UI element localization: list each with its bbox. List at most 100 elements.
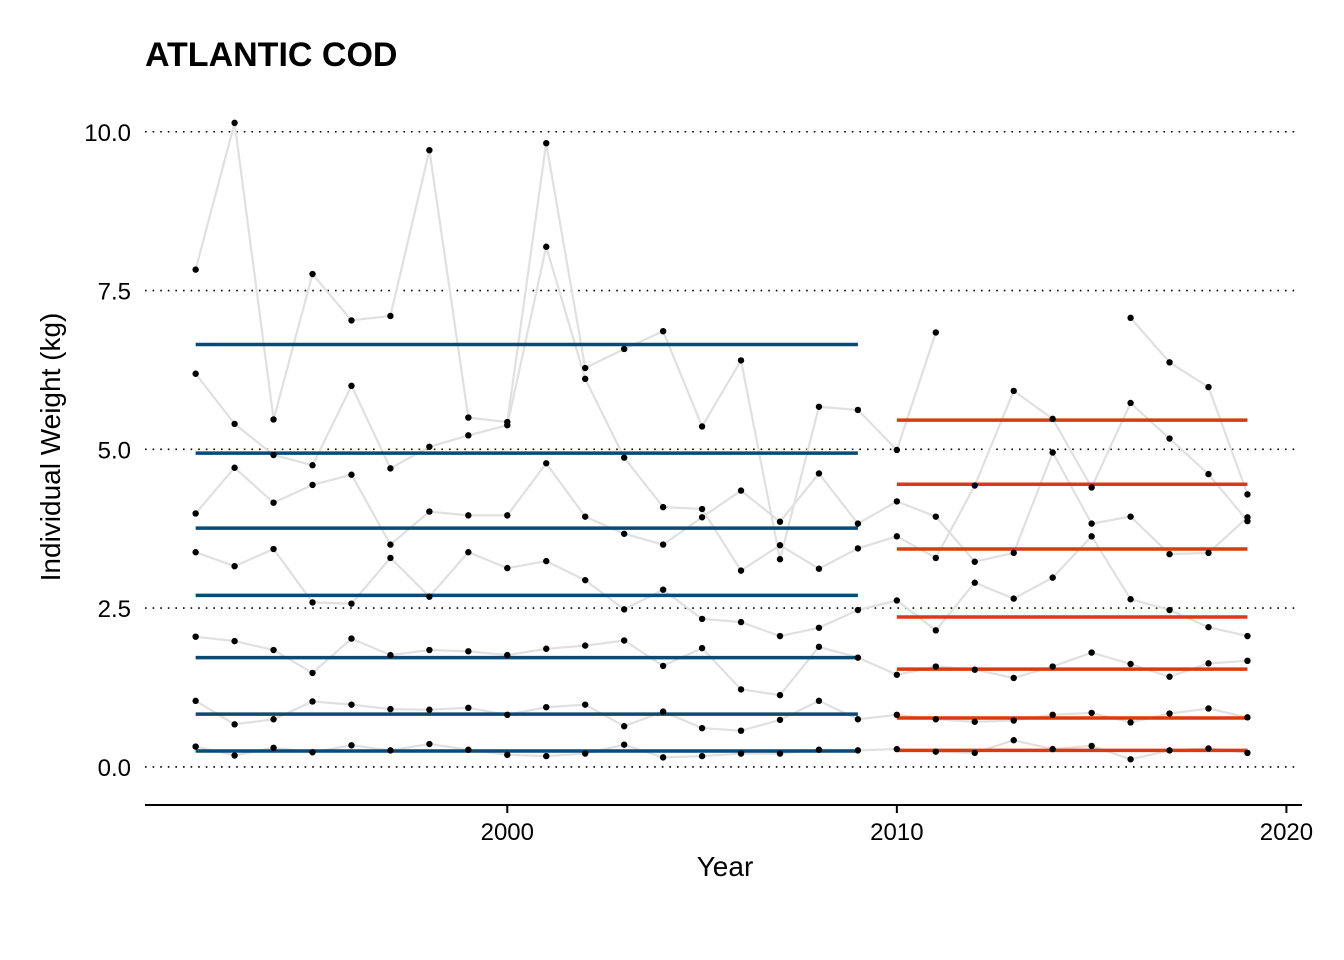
data-point — [815, 403, 823, 410]
data-point — [309, 749, 316, 756]
data-point — [1127, 513, 1134, 520]
data-point — [971, 666, 978, 673]
data-point — [231, 420, 238, 428]
x-tick-label: 2020 — [1260, 819, 1313, 846]
data-point — [426, 740, 433, 748]
data-point — [815, 565, 823, 572]
data-point — [192, 633, 199, 640]
data-point — [698, 644, 706, 652]
series-line — [194, 122, 1249, 560]
data-point — [815, 697, 823, 705]
data-point — [893, 498, 901, 505]
data-point — [309, 481, 316, 489]
data-point — [1244, 632, 1251, 640]
data-point — [893, 711, 901, 719]
data-point — [582, 701, 589, 708]
data-point — [270, 545, 277, 553]
data-point — [309, 599, 316, 606]
y-tick-label: 2.5 — [98, 596, 131, 623]
data-point — [348, 600, 355, 607]
data-point — [582, 513, 589, 520]
y-tick-label: 7.5 — [98, 279, 131, 306]
data-point — [192, 266, 199, 273]
data-point — [465, 549, 472, 556]
data-point — [1049, 745, 1056, 753]
data-point — [737, 686, 745, 693]
data-point — [387, 554, 394, 562]
data-point — [932, 329, 940, 336]
data-point — [504, 512, 511, 519]
data-point — [737, 357, 745, 364]
data-point — [971, 482, 978, 489]
data-point — [1166, 359, 1173, 366]
data-point — [387, 541, 394, 548]
data-point — [971, 718, 978, 725]
data-point — [737, 750, 745, 757]
data-point — [854, 520, 862, 527]
data-point — [231, 464, 238, 471]
data-point — [387, 651, 394, 659]
data-point — [1127, 399, 1134, 407]
data-point — [854, 406, 862, 414]
data-point — [426, 508, 433, 515]
data-point — [893, 533, 901, 540]
data-point — [1166, 435, 1173, 442]
series-line — [195, 534, 1248, 638]
data-point — [192, 549, 199, 556]
data-point — [815, 643, 823, 651]
y-tick-label: 10.0 — [84, 120, 131, 147]
data-point — [737, 487, 745, 494]
data-point — [270, 744, 277, 752]
data-point — [932, 716, 940, 723]
data-point — [776, 518, 784, 525]
x-axis — [145, 804, 1302, 813]
data-point — [348, 471, 355, 478]
series-line — [194, 449, 1249, 563]
data-point — [465, 432, 472, 439]
data-point — [1127, 660, 1134, 668]
data-point — [1166, 747, 1173, 754]
data-point — [620, 723, 628, 730]
data-point — [1049, 711, 1056, 719]
data-point — [1088, 742, 1095, 750]
data-point — [582, 750, 589, 757]
data-point — [1010, 717, 1017, 724]
data-point — [932, 663, 940, 670]
chart-title: ATLANTIC COD — [145, 36, 397, 74]
data-point — [543, 243, 550, 250]
x-axis-title: Year — [697, 851, 754, 882]
series-lines — [194, 122, 1249, 761]
data-point — [1049, 449, 1056, 456]
data-point — [854, 654, 862, 661]
data-point — [1127, 314, 1134, 322]
period-median-lines — [195, 342, 1248, 753]
data-point — [426, 443, 433, 450]
data-point — [971, 579, 978, 586]
y-tick-label: 0.0 — [98, 755, 131, 782]
data-point — [1049, 415, 1056, 423]
data-point — [387, 747, 394, 754]
data-point — [698, 514, 706, 521]
data-point — [1244, 749, 1251, 757]
data-point — [231, 637, 238, 645]
data-point — [1088, 709, 1095, 717]
data-point — [1088, 484, 1095, 491]
data-point — [231, 119, 238, 127]
data-point — [582, 642, 589, 649]
data-point — [348, 742, 355, 749]
data-point — [620, 637, 628, 644]
data-point — [776, 542, 784, 549]
data-point — [1244, 491, 1251, 498]
data-point — [776, 716, 784, 724]
data-point — [1127, 719, 1134, 726]
data-point — [270, 451, 277, 459]
data-point — [582, 576, 589, 584]
data-point — [465, 414, 472, 421]
data-point — [192, 697, 199, 705]
data-point — [348, 382, 355, 390]
data-point — [543, 752, 550, 760]
data-point — [659, 586, 667, 593]
data-point — [932, 627, 940, 634]
data-point — [309, 270, 316, 278]
